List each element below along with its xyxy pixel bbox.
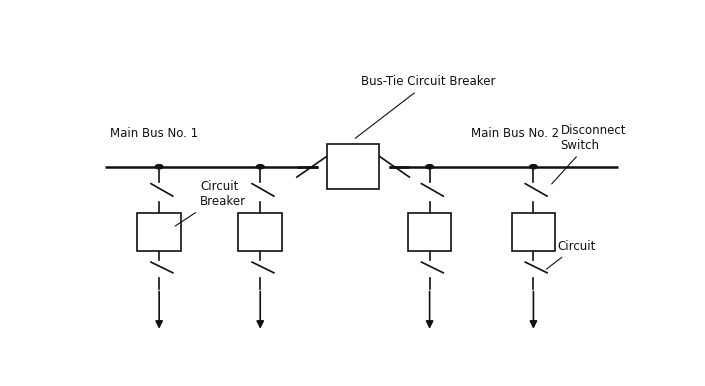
Circle shape [529,164,537,169]
Text: Circuit: Circuit [546,240,595,269]
Circle shape [426,164,434,169]
Bar [512,213,556,251]
Text: Bus-Tie Circuit Breaker: Bus-Tie Circuit Breaker [355,76,496,138]
Bar [407,213,451,251]
Bar [137,213,181,251]
Text: Circuit
Breaker: Circuit Breaker [175,180,246,226]
Bar [238,213,282,251]
Text: Main Bus No. 1: Main Bus No. 1 [110,127,198,140]
Bar [327,144,379,189]
Text: Disconnect
Switch: Disconnect Switch [552,124,626,184]
Text: Main Bus No. 2: Main Bus No. 2 [471,127,558,140]
Circle shape [257,164,264,169]
Circle shape [155,164,163,169]
